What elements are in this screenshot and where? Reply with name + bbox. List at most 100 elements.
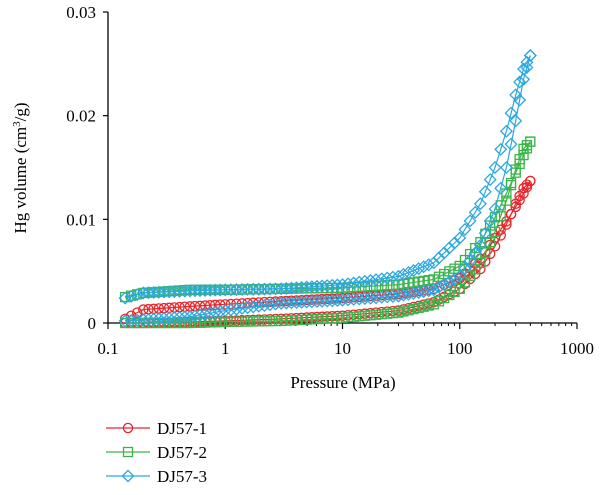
data-point: [365, 310, 376, 321]
y-axis-title-main: Hg volume (cm: [11, 127, 30, 234]
data-point: [157, 311, 171, 326]
data-point: [363, 291, 377, 305]
data-point: [295, 295, 309, 309]
data-point: [286, 295, 297, 306]
data-point: [525, 175, 536, 187]
data-point: [291, 295, 302, 306]
y-tick-label: 0: [88, 314, 97, 333]
data-point: [468, 246, 482, 260]
data-point: [386, 289, 400, 303]
data-point: [152, 285, 166, 299]
legend-item-dj57-1: DJ57-1: [106, 419, 207, 438]
data-point: [310, 294, 324, 309]
plot-area: 0 0.01 0.02 0.03 0.1 1 10 100 1000: [66, 3, 594, 358]
data-point: [183, 284, 197, 298]
data-point: [386, 270, 400, 284]
data-point: [494, 142, 508, 156]
data-point: [305, 280, 319, 294]
data-point: [437, 277, 451, 291]
data-point: [337, 292, 348, 304]
data-point: [330, 293, 344, 307]
data-point: [209, 299, 221, 311]
data-point: [300, 295, 314, 309]
data-point: [118, 314, 132, 328]
data-point: [310, 279, 324, 293]
legend: DJ57-1 DJ57-2 DJ57-3: [106, 419, 207, 486]
data-point: [391, 269, 405, 283]
data-point: [488, 160, 502, 175]
data-point: [188, 284, 202, 298]
data-point: [124, 314, 138, 328]
data-point: [248, 316, 259, 327]
data-point: [352, 275, 366, 289]
data-point: [432, 280, 446, 294]
y-tick-label: 0.02: [66, 107, 96, 126]
data-point: [218, 304, 232, 318]
data-point: [162, 285, 176, 299]
data-point: [152, 312, 166, 326]
data-point: [422, 284, 436, 298]
data-point: [427, 283, 441, 297]
data-point: [141, 313, 155, 327]
data-point: [141, 286, 155, 300]
data-point: [321, 293, 333, 305]
data-point: [352, 292, 366, 306]
data-point: [504, 137, 518, 151]
data-point: [147, 285, 161, 299]
data-point: [359, 310, 371, 321]
data-point: [224, 283, 238, 297]
series-dj57-3: [118, 49, 537, 328]
data-point: [208, 283, 222, 297]
data-point: [264, 315, 276, 327]
y-tick-label: 0.03: [66, 3, 96, 22]
data-point: [470, 264, 481, 275]
data-point: [257, 282, 271, 296]
data-point: [296, 294, 307, 306]
data-point: [147, 312, 161, 326]
data-point: [347, 292, 361, 306]
data-point: [505, 177, 517, 189]
y-axis-title-sup: 3: [11, 121, 23, 127]
data-point: [275, 295, 287, 307]
data-point: [274, 296, 288, 310]
data-point: [193, 284, 207, 298]
data-point: [517, 72, 531, 86]
data-point: [270, 296, 281, 307]
data-point: [359, 291, 371, 302]
data-point: [131, 307, 143, 318]
data-point: [505, 208, 517, 220]
x-tick-label: 0.1: [97, 339, 118, 358]
data-point: [241, 301, 255, 315]
data-point: [521, 143, 533, 154]
data-point: [375, 272, 389, 286]
data-point: [270, 315, 281, 327]
data-point: [224, 303, 238, 317]
y-axis-title-end: /g): [11, 102, 30, 121]
y-tick-label: 0.01: [66, 210, 96, 229]
data-point: [229, 283, 243, 297]
data-point: [167, 311, 181, 325]
data-point: [242, 316, 253, 327]
data-point: [204, 299, 216, 311]
data-point: [521, 181, 533, 193]
data-point: [178, 310, 192, 324]
data-point: [241, 282, 255, 296]
data-point: [315, 294, 329, 308]
data-point: [229, 302, 243, 316]
data-point: [483, 214, 497, 228]
data-point: [517, 62, 531, 76]
data-point: [520, 60, 534, 74]
data-point: [504, 106, 518, 120]
data-point: [501, 216, 512, 227]
data-point: [263, 282, 277, 296]
legend-label: DJ57-3: [157, 467, 207, 486]
y-axis-title: Hg volume (cm3/g): [11, 102, 30, 233]
data-point: [523, 49, 537, 63]
data-point: [382, 280, 393, 291]
data-point: [218, 283, 232, 297]
data-point: [354, 311, 365, 322]
data-point: [198, 283, 212, 297]
data-point: [348, 292, 359, 303]
data-point: [246, 300, 260, 314]
data-point: [509, 114, 523, 128]
